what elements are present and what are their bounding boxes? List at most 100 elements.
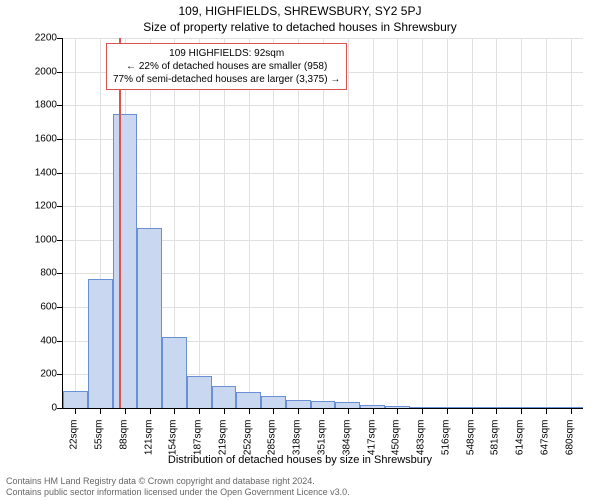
chart-title-line1: 109, HIGHFIELDS, SHREWSBURY, SY2 5PJ [0,4,600,18]
histogram-bar [212,386,237,408]
y-tick-label: 600 [17,302,57,313]
x-tick [273,408,274,414]
y-tick-label: 2200 [17,33,57,44]
y-tick-label: 1000 [17,234,57,245]
histogram-bar [434,407,459,408]
x-tick [323,408,324,414]
histogram-bar [385,406,410,408]
histogram-bar [335,402,360,408]
x-tick-label: 384sqm [341,420,352,470]
x-tick-label: 417sqm [366,420,377,470]
gridline-v [323,38,324,408]
x-tick [447,408,448,414]
x-tick-label: 516sqm [440,420,451,470]
histogram-bar [63,391,88,408]
y-tick [57,307,63,308]
y-tick [57,240,63,241]
x-tick [125,408,126,414]
x-tick [249,408,250,414]
y-tick-label: 2000 [17,66,57,77]
chart-title-line2: Size of property relative to detached ho… [0,20,600,34]
x-tick-label: 483sqm [416,420,427,470]
x-tick [546,408,547,414]
y-tick-label: 0 [17,403,57,414]
gridline-v [571,38,572,408]
histogram-bar [137,228,162,408]
histogram-bar [484,407,509,408]
x-tick [571,408,572,414]
histogram-bar [187,376,212,408]
histogram-bar [113,114,138,408]
x-tick-label: 154sqm [168,420,179,470]
gridline-v [348,38,349,408]
histogram-bar [410,407,435,408]
gridline-v [496,38,497,408]
x-tick [174,408,175,414]
histogram-bar [459,407,484,408]
y-tick-label: 1600 [17,133,57,144]
x-tick [373,408,374,414]
histogram-bar [88,279,113,409]
x-tick [100,408,101,414]
histogram-bar [311,401,336,408]
x-tick [298,408,299,414]
x-tick-label: 581sqm [490,420,501,470]
gridline-v [224,38,225,408]
x-tick-label: 252sqm [242,420,253,470]
x-tick-label: 285sqm [267,420,278,470]
y-tick [57,72,63,73]
gridline-v [546,38,547,408]
x-tick-label: 55sqm [94,420,105,470]
x-tick-label: 219sqm [217,420,228,470]
x-tick [496,408,497,414]
gridline-v [422,38,423,408]
histogram-bar [236,392,261,408]
x-tick [75,408,76,414]
legend-line3: 77% of semi-detached houses are larger (… [113,73,340,86]
x-tick-label: 450sqm [391,420,402,470]
x-tick-label: 351sqm [317,420,328,470]
histogram-bar [286,400,311,408]
x-tick [348,408,349,414]
x-tick-label: 318sqm [292,420,303,470]
histogram-bar [558,407,583,408]
attribution-line1: Contains HM Land Registry data © Crown c… [6,476,350,487]
y-tick-label: 200 [17,369,57,380]
legend-line2: ← 22% of detached houses are smaller (95… [113,60,340,73]
y-tick-label: 1200 [17,201,57,212]
gridline-v [199,38,200,408]
y-tick [57,38,63,39]
x-tick-label: 88sqm [118,420,129,470]
histogram-bar [533,407,558,408]
y-tick [57,206,63,207]
y-tick [57,341,63,342]
y-tick [57,105,63,106]
y-tick-label: 1800 [17,100,57,111]
y-tick [57,139,63,140]
x-tick [472,408,473,414]
gridline-v [472,38,473,408]
y-tick [57,408,63,409]
gridline-v [249,38,250,408]
y-tick-label: 1400 [17,167,57,178]
attribution-line2: Contains public sector information licen… [6,487,350,498]
x-tick-label: 121sqm [143,420,154,470]
y-tick-label: 400 [17,335,57,346]
chart-plot-area [62,38,583,409]
gridline-v [397,38,398,408]
y-tick-label: 800 [17,268,57,279]
x-tick-label: 187sqm [193,420,204,470]
x-tick [199,408,200,414]
histogram-bar [162,337,187,408]
histogram-bar [509,407,534,408]
x-tick [150,408,151,414]
gridline-v [298,38,299,408]
gridline-v [273,38,274,408]
x-tick-label: 614sqm [515,420,526,470]
x-tick-label: 680sqm [564,420,575,470]
gridline-v [75,38,76,408]
x-tick [521,408,522,414]
property-marker-line [119,38,121,408]
chart-attribution: Contains HM Land Registry data © Crown c… [6,476,350,498]
chart-legend-box: 109 HIGHFIELDS: 92sqm ← 22% of detached … [106,43,347,90]
